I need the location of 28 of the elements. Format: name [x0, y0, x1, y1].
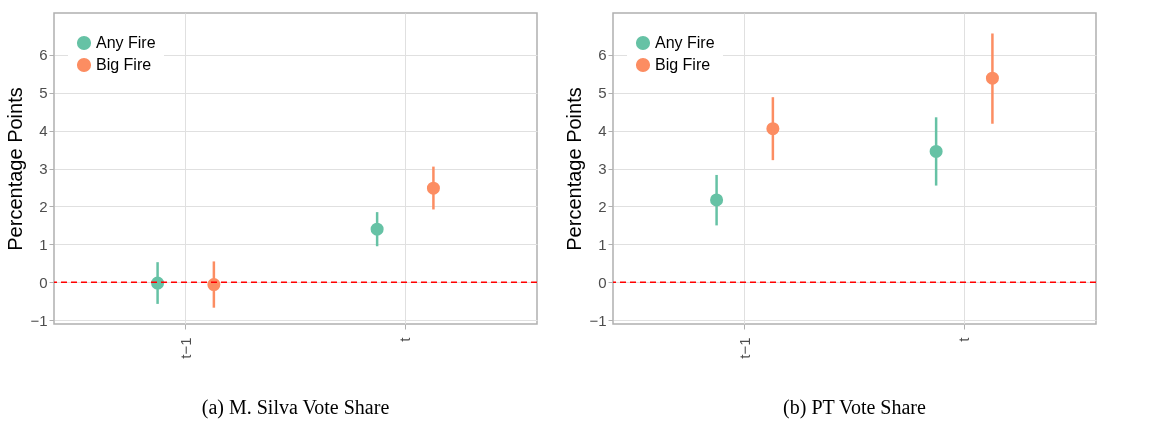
y-tick-label: 1 [598, 235, 607, 253]
y-tick-label: −1 [30, 311, 48, 329]
y-tick-label: 5 [39, 84, 48, 102]
y-tick-label: 3 [598, 160, 607, 177]
y-tick-label: 6 [39, 46, 48, 64]
text: (a) M. Silva Vote Share [201, 396, 390, 420]
y-tick-label: 2 [598, 197, 607, 215]
y-tick-label: 5 [598, 84, 607, 102]
x-tick-label: t−1 [176, 337, 194, 359]
legend-label: Big Fire [655, 56, 711, 73]
legend-label: Any Fire [655, 34, 715, 51]
x-tick-label: t [955, 336, 973, 342]
legend-label: Big Fire [96, 56, 152, 73]
y-tick-label: 4 [39, 122, 48, 140]
y-tick-label: 6 [598, 46, 607, 64]
y-tick-label: 0 [598, 273, 607, 291]
y-tick-label: 0 [39, 273, 48, 291]
x-tick-label: t [396, 336, 414, 342]
y-tick-label: 1 [39, 235, 48, 253]
y-axis-title: Percentage Points [563, 87, 586, 251]
legend-label: Any Fire [96, 34, 156, 51]
y-axis-title: Percentage Points [4, 87, 27, 251]
y-tick-label: 4 [598, 122, 607, 140]
y-tick-label: 2 [39, 197, 48, 215]
y-tick-label: −1 [589, 311, 607, 329]
y-tick-label: 3 [39, 160, 48, 177]
x-tick-label: t−1 [735, 337, 753, 359]
text: (b) PT Vote Share [783, 396, 927, 420]
